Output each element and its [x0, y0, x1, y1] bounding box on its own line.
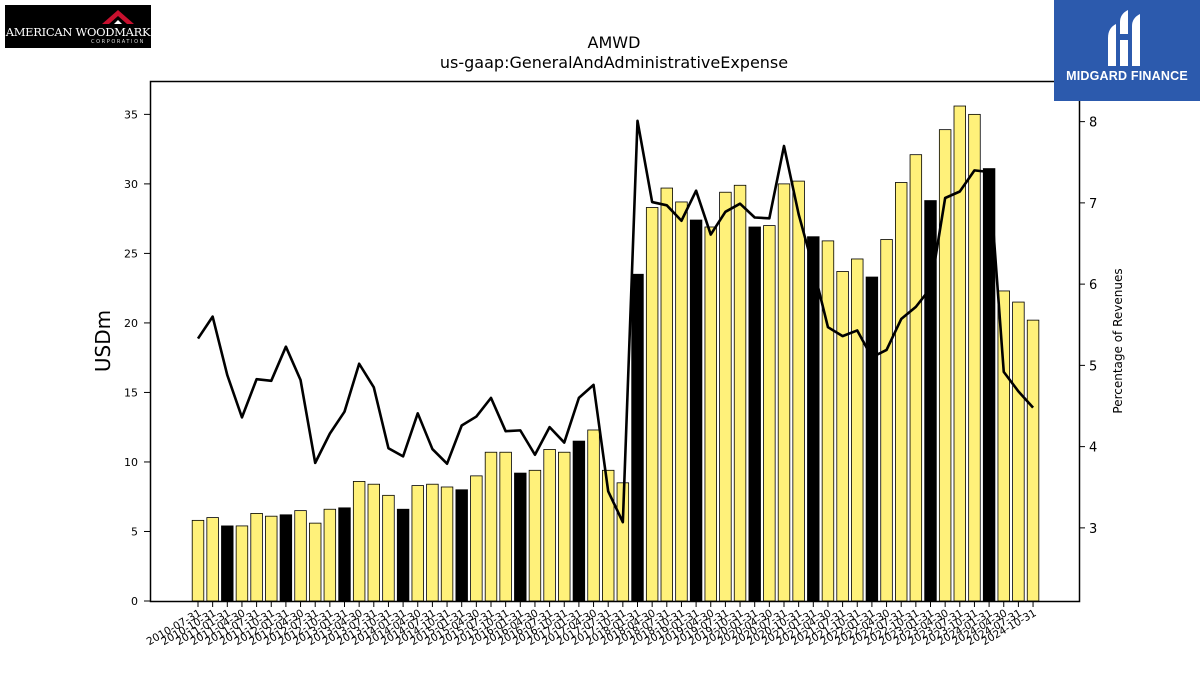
bar: [323, 508, 337, 602]
bar: [704, 226, 717, 602]
bar: [660, 187, 674, 602]
bar: [880, 239, 893, 602]
bar: [382, 494, 395, 602]
bar: [792, 180, 805, 602]
bar: [1012, 301, 1025, 602]
midgard-mark-icon: [1108, 10, 1140, 66]
bar: [851, 258, 864, 602]
logo-left-sub: CORPORATION: [91, 39, 145, 45]
bar: [235, 525, 249, 602]
y-tick-label: 15: [124, 386, 138, 399]
bar: [807, 236, 820, 602]
bar: [396, 508, 410, 602]
bar: [484, 451, 498, 602]
bar: [909, 154, 923, 602]
midgard-finance-logo: MIDGARD FINANCE: [1054, 0, 1200, 101]
y-axis-right: 3 4 5 6 7 8: [1079, 116, 1097, 537]
plot-frame: [149, 80, 1081, 603]
bar: [294, 510, 307, 602]
bar: [528, 469, 542, 602]
y-axis-left: 0 5 10 15 20 25 30 35: [124, 108, 150, 608]
bar: [279, 514, 293, 602]
bar-series: [191, 105, 1040, 602]
bar: [997, 290, 1010, 602]
bar: [865, 276, 879, 602]
bar: [631, 273, 644, 602]
bar: [191, 519, 205, 602]
bar: [587, 429, 600, 602]
y2-tick-label: 8: [1089, 116, 1097, 131]
bar: [689, 219, 703, 602]
y2-tick-label: 7: [1089, 197, 1097, 212]
bar: [777, 183, 791, 602]
bar: [367, 483, 381, 602]
bar: [748, 226, 761, 602]
chart-subtitle: us-gaap:GeneralAndAdministrativeExpense: [440, 53, 788, 72]
y2-tick-label: 6: [1089, 278, 1097, 293]
bar: [836, 271, 849, 602]
bar: [645, 207, 659, 602]
bar: [265, 515, 278, 602]
bar: [895, 182, 908, 602]
bar: [572, 440, 586, 602]
chart-title: AMWD: [588, 33, 641, 52]
bar: [1026, 319, 1040, 602]
bar: [719, 191, 732, 602]
bar: [470, 475, 483, 602]
x-axis: 2010-07-312010-10-312011-01-312011-04-30…: [145, 601, 1039, 648]
y-axis-label: USDm: [91, 310, 115, 372]
bar: [206, 517, 219, 602]
bar: [352, 481, 366, 602]
y2-tick-label: 3: [1089, 522, 1097, 537]
y-tick-label: 0: [131, 595, 138, 608]
bar: [953, 105, 967, 602]
bar: [250, 513, 263, 602]
bar: [763, 225, 776, 602]
bar: [733, 184, 747, 602]
y2-axis-label: Percentage of Revenues: [1111, 268, 1125, 413]
y-tick-label: 35: [124, 108, 138, 121]
bar: [514, 472, 527, 602]
logo-right-name: MIDGARD FINANCE: [1066, 69, 1188, 83]
percentage-line: [196, 119, 1035, 524]
line-series: [196, 119, 1035, 524]
bar: [426, 483, 439, 602]
y-tick-label: 30: [124, 178, 138, 191]
y-tick-label: 10: [124, 456, 138, 469]
y-tick-label: 25: [124, 247, 138, 260]
bar: [558, 451, 571, 602]
logo-left-name: AMERICAN WOODMARK: [5, 25, 151, 39]
bar: [543, 449, 556, 602]
bar: [675, 201, 688, 602]
y-tick-label: 20: [124, 317, 138, 330]
american-woodmark-logo: AMERICAN WOODMARK CORPORATION: [5, 5, 151, 48]
bar: [308, 522, 322, 602]
bar: [411, 485, 424, 602]
bar: [821, 240, 835, 602]
bar: [455, 489, 468, 602]
y-tick-label: 5: [131, 525, 138, 538]
y2-tick-label: 4: [1089, 441, 1097, 456]
bar: [499, 451, 512, 602]
y2-tick-label: 5: [1089, 359, 1097, 374]
bar: [968, 113, 981, 602]
bar: [221, 525, 234, 602]
roof-icon: [102, 10, 134, 24]
bar: [440, 486, 454, 602]
bar: [338, 507, 351, 602]
